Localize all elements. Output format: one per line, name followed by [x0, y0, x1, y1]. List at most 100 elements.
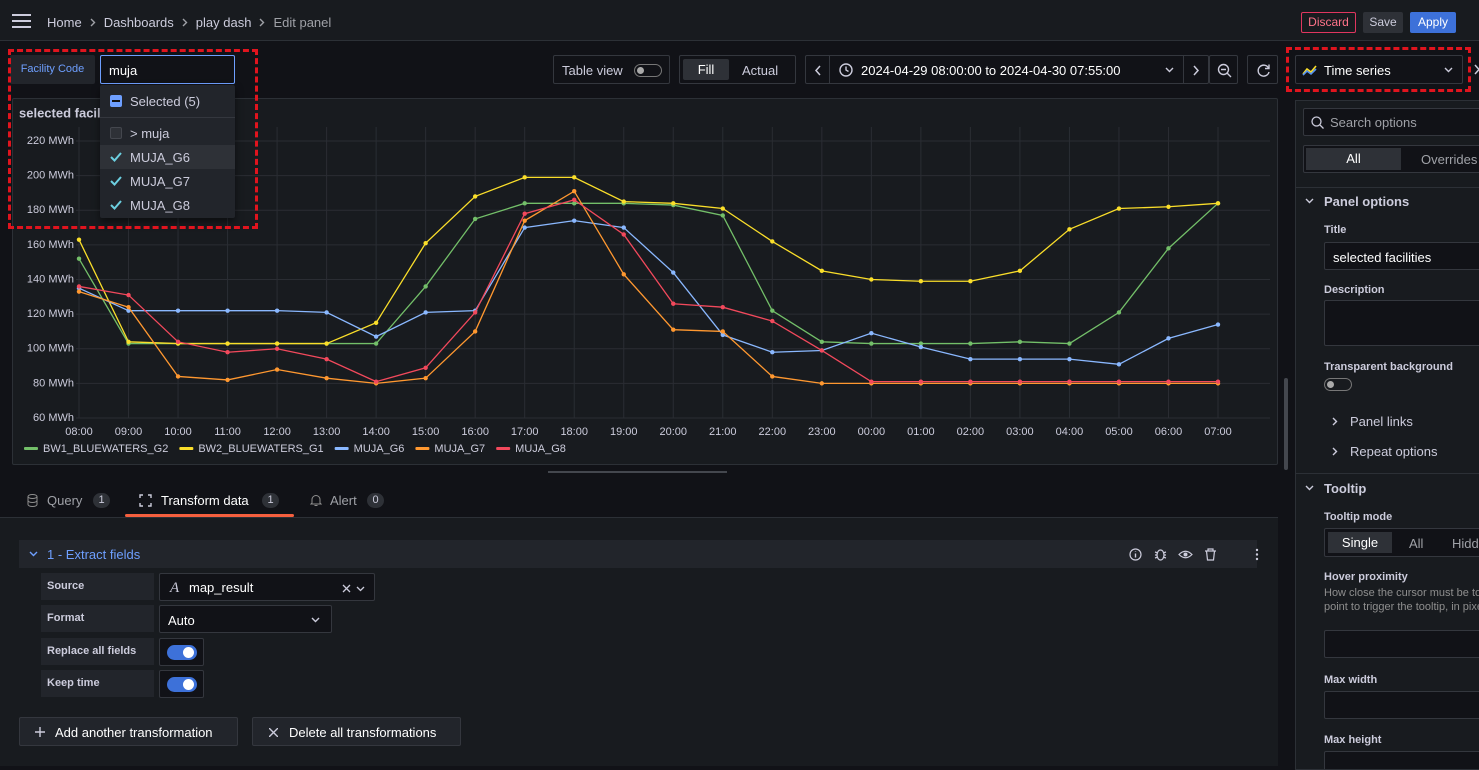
chevron-left[interactable]	[814, 65, 822, 76]
check-icon[interactable]	[110, 199, 122, 211]
breadcrumb[interactable]: Dashboards	[103, 15, 174, 30]
add-transformation-button[interactable]: Add another transformation	[19, 717, 238, 746]
breadcrumbs: Home Dashboards play dash Edit panel	[47, 15, 331, 30]
data-point	[572, 189, 577, 194]
data-point	[274, 367, 280, 372]
format-select[interactable]: Auto	[159, 605, 332, 633]
transform-header[interactable]: 1 - Extract fields	[19, 540, 1259, 568]
selected-count[interactable]: Selected (5)	[130, 94, 201, 109]
data-point	[671, 301, 676, 306]
mode[interactable]: Hidden	[1452, 536, 1479, 551]
mode-selected[interactable]: Single	[1328, 532, 1392, 553]
refresh-button[interactable]	[1247, 55, 1278, 84]
data-point	[423, 375, 428, 381]
option[interactable]: > muja	[130, 126, 170, 141]
subsection-title[interactable]: Repeat options	[1350, 444, 1438, 459]
x-tick-label: 02:00	[957, 426, 985, 438]
time-picker[interactable]: 2024-04-29 08:00:00 to 2024-04-30 07:55:…	[805, 55, 1209, 84]
option[interactable]: MUJA_G7	[130, 174, 190, 189]
time-range: 2024-04-29 08:00:00 to 2024-04-30 07:55:…	[861, 63, 1121, 78]
data-point	[126, 339, 131, 345]
y-tick-label: 220 MWh	[27, 135, 74, 147]
delete-transformations-button[interactable]: Delete all transformations	[252, 717, 461, 746]
data-point	[324, 310, 329, 315]
x-tick-label: 17:00	[511, 426, 539, 438]
data-point	[76, 284, 82, 289]
x-tick-label: 06:00	[1155, 426, 1183, 438]
x-tick-label: 07:00	[1204, 426, 1232, 438]
transform-actions[interactable]	[1129, 548, 1259, 561]
description-input[interactable]	[1324, 300, 1479, 346]
tab-count: 1	[262, 493, 279, 508]
section-title[interactable]: Tooltip	[1324, 481, 1367, 496]
x-tick-label: 18:00	[560, 426, 588, 438]
option-label: Tooltip mode	[1324, 511, 1393, 523]
tab-overrides[interactable]: Overrides	[1421, 152, 1478, 167]
chart: selected facilities 60 MWh 80 MWh 100 MWh 1…	[19, 105, 1270, 455]
search-input[interactable]: Search options	[1303, 108, 1479, 136]
option[interactable]: MUJA_G8	[130, 198, 190, 213]
switch-on[interactable]	[167, 677, 197, 692]
data-point	[1067, 227, 1072, 232]
switch-box	[159, 670, 204, 698]
menu-icon[interactable]	[12, 14, 31, 29]
apply-button[interactable]: Apply	[1410, 12, 1456, 33]
tab-active[interactable]: Transform data	[161, 493, 249, 508]
splitter[interactable]	[548, 471, 727, 473]
y-tick-label: 120 MWh	[27, 308, 74, 320]
mode[interactable]: All	[1409, 536, 1424, 551]
options-tabs: All Overrides	[1303, 145, 1479, 173]
data-point	[373, 334, 379, 339]
fill-button[interactable]: Fill	[683, 59, 729, 80]
title-value: selected facilities	[1333, 250, 1432, 265]
data-point	[1067, 341, 1072, 346]
field-label: Source	[41, 573, 154, 600]
field-label: Keep time	[41, 670, 154, 697]
series-line	[78, 176, 1219, 345]
close-pane[interactable]	[1474, 64, 1479, 75]
check-icon[interactable]	[110, 175, 122, 187]
chevron-right[interactable]	[1192, 65, 1200, 76]
max-height-input[interactable]	[1324, 751, 1479, 769]
switch-box	[159, 638, 204, 666]
breadcrumb[interactable]: Home	[47, 15, 82, 30]
data-point	[274, 308, 280, 313]
data-point	[770, 318, 775, 324]
highlight-box	[8, 49, 258, 229]
x-tick-label: 01:00	[907, 426, 935, 438]
data-point	[1166, 379, 1171, 384]
zoom-out-button[interactable]	[1209, 55, 1238, 84]
title-input[interactable]: selected facilities	[1324, 242, 1479, 270]
save-button[interactable]: Save	[1363, 12, 1403, 33]
table-view-toggle[interactable]: Table view	[553, 55, 670, 84]
check-icon[interactable]	[110, 151, 122, 163]
tab-all[interactable]: All	[1306, 148, 1401, 170]
discard-button[interactable]: Discard	[1301, 12, 1356, 33]
subsection-title[interactable]: Panel links	[1350, 414, 1413, 429]
source-select[interactable]: A map_result	[159, 573, 375, 601]
tab[interactable]: Alert	[330, 493, 357, 508]
breadcrumb-separator	[90, 18, 96, 27]
visualization-picker[interactable]: Time series	[1295, 55, 1463, 84]
data-point	[572, 201, 577, 206]
max-width-input[interactable]	[1324, 691, 1479, 719]
checkbox[interactable]	[110, 127, 122, 139]
data-point	[175, 374, 181, 379]
data-point	[324, 356, 329, 362]
checkbox-partial[interactable]	[110, 95, 122, 107]
fill-actual-group: Fill Actual	[679, 55, 796, 84]
section-title[interactable]: Panel options	[1324, 194, 1410, 209]
data-point	[869, 341, 874, 346]
variable-input[interactable]: muja	[100, 55, 235, 84]
chart-title: selected facilities	[19, 105, 127, 120]
switch-on[interactable]	[167, 645, 197, 660]
y-tick-label: 140 MWh	[27, 273, 74, 285]
switch-off[interactable]	[1324, 378, 1352, 391]
breadcrumb[interactable]: play dash	[195, 15, 252, 30]
hover-input[interactable]	[1324, 630, 1479, 658]
scrollbar[interactable]	[1284, 378, 1288, 470]
tab[interactable]: Query	[47, 493, 83, 508]
option[interactable]: MUJA_G6	[130, 150, 190, 165]
actual-button[interactable]: Actual	[742, 63, 779, 78]
legend-label: MUJA_G8	[515, 443, 566, 455]
